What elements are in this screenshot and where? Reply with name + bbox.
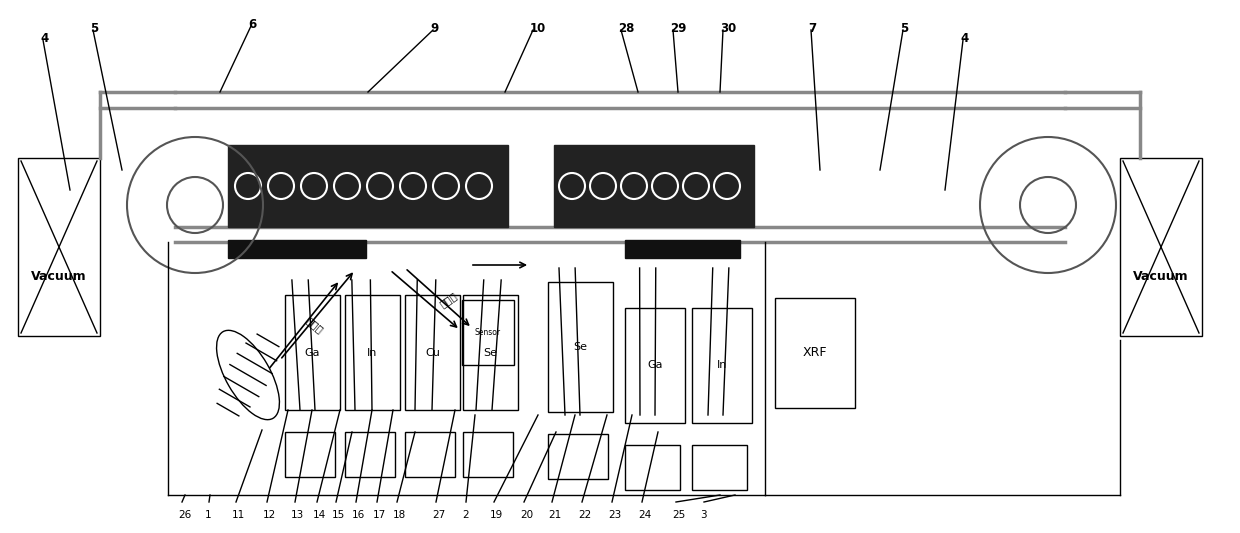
Bar <box>405 295 460 410</box>
Bar <box>625 445 680 490</box>
Bar <box>463 295 518 410</box>
Text: 9: 9 <box>430 22 438 35</box>
Text: 7: 7 <box>808 22 816 35</box>
Bar <box>285 432 335 477</box>
Text: 6: 6 <box>248 18 257 31</box>
Text: 16: 16 <box>352 510 366 520</box>
Text: 28: 28 <box>618 22 635 35</box>
Text: 23: 23 <box>608 510 621 520</box>
Text: 29: 29 <box>670 22 687 35</box>
Text: 25: 25 <box>672 510 686 520</box>
Bar <box>228 240 366 258</box>
Bar <box>554 145 754 227</box>
Text: 15: 15 <box>332 510 345 520</box>
Bar <box>345 295 401 410</box>
Text: 11: 11 <box>232 510 246 520</box>
Bar <box>228 145 508 227</box>
Bar <box>548 434 608 479</box>
Text: 12: 12 <box>263 510 277 520</box>
Text: 19: 19 <box>490 510 503 520</box>
Text: 5: 5 <box>900 22 908 35</box>
Text: 1: 1 <box>205 510 212 520</box>
Text: 4: 4 <box>40 32 48 45</box>
Text: 26: 26 <box>179 510 191 520</box>
Bar <box>692 308 751 423</box>
Text: Se: Se <box>573 342 588 352</box>
Text: 10: 10 <box>529 22 547 35</box>
Bar <box>463 300 515 365</box>
Text: 17: 17 <box>373 510 386 520</box>
Bar <box>692 445 746 490</box>
Text: 4: 4 <box>960 32 968 45</box>
Text: 22: 22 <box>578 510 591 520</box>
Bar <box>625 240 740 258</box>
Text: 24: 24 <box>639 510 651 520</box>
Text: Ga: Ga <box>305 348 320 358</box>
Bar <box>548 282 613 412</box>
Text: Vacuum: Vacuum <box>1133 271 1189 284</box>
Text: Cu: Cu <box>425 348 440 358</box>
Bar <box>1120 158 1202 336</box>
Text: 27: 27 <box>432 510 445 520</box>
Bar <box>463 432 513 477</box>
Text: Ga: Ga <box>647 360 662 370</box>
Text: XRF: XRF <box>802 346 827 359</box>
Text: 21: 21 <box>548 510 562 520</box>
Bar <box>345 432 396 477</box>
Bar <box>625 308 684 423</box>
Bar <box>285 295 340 410</box>
Text: 20: 20 <box>520 510 533 520</box>
Text: 入射光: 入射光 <box>305 315 325 335</box>
Text: In: In <box>717 360 727 370</box>
Bar <box>19 158 100 336</box>
Text: Sensor: Sensor <box>475 328 501 337</box>
Text: Se: Se <box>484 348 497 358</box>
Bar <box>405 432 455 477</box>
Text: 3: 3 <box>701 510 707 520</box>
Text: 5: 5 <box>91 22 98 35</box>
Text: 13: 13 <box>291 510 304 520</box>
Text: 30: 30 <box>720 22 737 35</box>
Text: 2: 2 <box>463 510 469 520</box>
Text: 散射光: 散射光 <box>438 290 459 310</box>
Bar <box>775 298 856 408</box>
Text: In: In <box>367 348 378 358</box>
Text: Vacuum: Vacuum <box>31 271 87 284</box>
Text: 14: 14 <box>312 510 326 520</box>
Text: 18: 18 <box>393 510 407 520</box>
